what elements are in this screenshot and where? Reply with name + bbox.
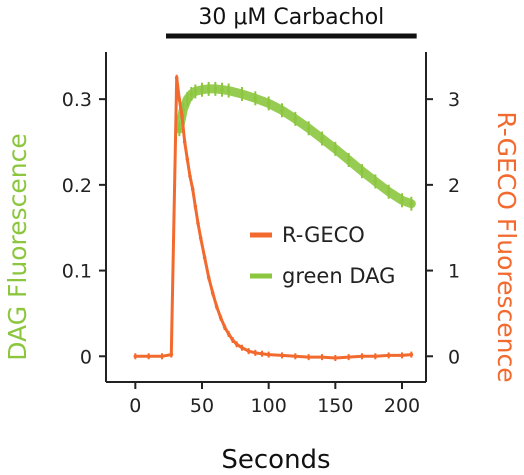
data-point-r-geco — [293, 354, 298, 359]
data-point-r-geco — [373, 354, 378, 359]
data-point-r-geco — [246, 349, 251, 353]
data-point-green-dag — [213, 87, 218, 91]
data-point-green-dag — [373, 179, 378, 184]
data-point-r-geco — [320, 355, 324, 359]
data-point-green-dag — [409, 201, 414, 206]
data-point-r-geco — [185, 157, 190, 161]
right-y-axis-ticks: 0 1 2 3 — [426, 89, 460, 368]
data-point-green-dag — [293, 117, 298, 121]
data-point-r-geco — [386, 353, 391, 358]
data-point-r-geco — [188, 174, 192, 179]
data-point-r-geco — [360, 354, 364, 359]
data-point-r-geco — [266, 352, 271, 357]
series-line-green-dag — [174, 84, 416, 209]
data-point-green-dag — [266, 101, 271, 106]
x-tick-label: 200 — [384, 395, 420, 417]
stimulus-label: 30 μM Carbachol — [198, 5, 384, 30]
x-axis-ticks: 0 50 100 150 200 — [129, 382, 420, 417]
right-y-tick-label: 3 — [448, 89, 460, 111]
data-point-r-geco — [333, 356, 338, 360]
right-y-tick-label: 1 — [448, 261, 460, 283]
stimulus-annotation: 30 μM Carbachol — [166, 5, 417, 39]
x-tick-label: 100 — [251, 395, 287, 417]
data-point-r-geco — [190, 187, 195, 191]
data-point-r-geco — [280, 353, 284, 358]
data-point-r-geco — [174, 75, 179, 80]
left-y-tick-label: 0.2 — [62, 175, 92, 197]
data-point-r-geco — [202, 255, 207, 260]
right-y-tick-label: 0 — [448, 346, 460, 368]
data-point-r-geco — [133, 354, 138, 359]
data-point-r-geco — [198, 236, 203, 240]
data-point-green-dag — [400, 198, 404, 203]
data-point-r-geco — [409, 352, 414, 357]
data-point-green-dag — [346, 158, 351, 162]
data-point-r-geco — [222, 325, 227, 329]
data-point-r-geco — [193, 204, 198, 209]
data-point-green-dag — [306, 126, 311, 131]
data-point-r-geco — [240, 345, 244, 350]
left-y-axis-ticks: 0 0.1 0.2 0.3 — [62, 89, 106, 368]
data-point-r-geco — [218, 315, 223, 320]
data-point-r-geco — [400, 353, 404, 358]
data-point-green-dag — [386, 189, 391, 194]
data-point-r-geco — [346, 355, 351, 359]
data-point-green-dag — [280, 108, 284, 113]
data-point-green-dag — [253, 96, 258, 101]
data-point-r-geco — [306, 355, 311, 359]
series-layer — [133, 74, 416, 361]
data-point-r-geco — [169, 352, 174, 357]
left-y-tick-label: 0.3 — [62, 89, 92, 111]
data-point-green-dag — [320, 136, 324, 141]
data-point-r-geco — [230, 338, 235, 342]
data-point-green-dag — [360, 169, 364, 173]
left-y-tick-label: 0 — [80, 346, 92, 368]
right-y-tick-label: 2 — [448, 175, 460, 197]
x-axis-title: Seconds — [221, 445, 330, 475]
data-point-r-geco — [182, 140, 187, 144]
data-point-green-dag — [220, 87, 224, 92]
data-point-r-geco — [196, 221, 200, 226]
data-point-r-geco — [253, 351, 258, 355]
left-y-axis-title: DAG Fluorescence — [3, 133, 32, 361]
data-point-green-dag — [189, 92, 194, 96]
data-point-r-geco — [146, 354, 151, 359]
data-point-r-geco — [260, 351, 264, 356]
data-point-r-geco — [206, 275, 211, 280]
legend-label-green-dag: green DAG — [282, 264, 395, 288]
data-point-r-geco — [214, 304, 219, 309]
legend-label-rgeco: R-GECO — [282, 223, 365, 247]
data-point-green-dag — [185, 97, 190, 101]
plot-frame — [105, 52, 427, 383]
data-point-r-geco — [234, 342, 239, 347]
series-line-r-geco — [133, 76, 413, 360]
data-point-green-dag — [333, 147, 338, 151]
data-point-r-geco — [160, 354, 164, 359]
data-point-r-geco — [180, 114, 184, 119]
data-point-green-dag — [240, 92, 244, 96]
x-tick-label: 50 — [190, 395, 214, 417]
data-point-green-dag — [193, 89, 198, 94]
data-point-r-geco — [226, 332, 231, 336]
data-point-r-geco — [210, 291, 215, 295]
x-tick-label: 0 — [129, 395, 141, 417]
data-point-green-dag — [206, 87, 211, 91]
data-point-green-dag — [226, 88, 231, 93]
right-y-axis-title: R-GECO Fluorescence — [492, 111, 521, 382]
data-point-green-dag — [177, 127, 182, 131]
x-tick-label: 150 — [317, 395, 353, 417]
data-point-r-geco — [177, 97, 182, 101]
left-y-tick-label: 0.1 — [62, 261, 92, 283]
data-point-green-dag — [200, 87, 204, 92]
legend: R-GECO green DAG — [250, 223, 395, 288]
